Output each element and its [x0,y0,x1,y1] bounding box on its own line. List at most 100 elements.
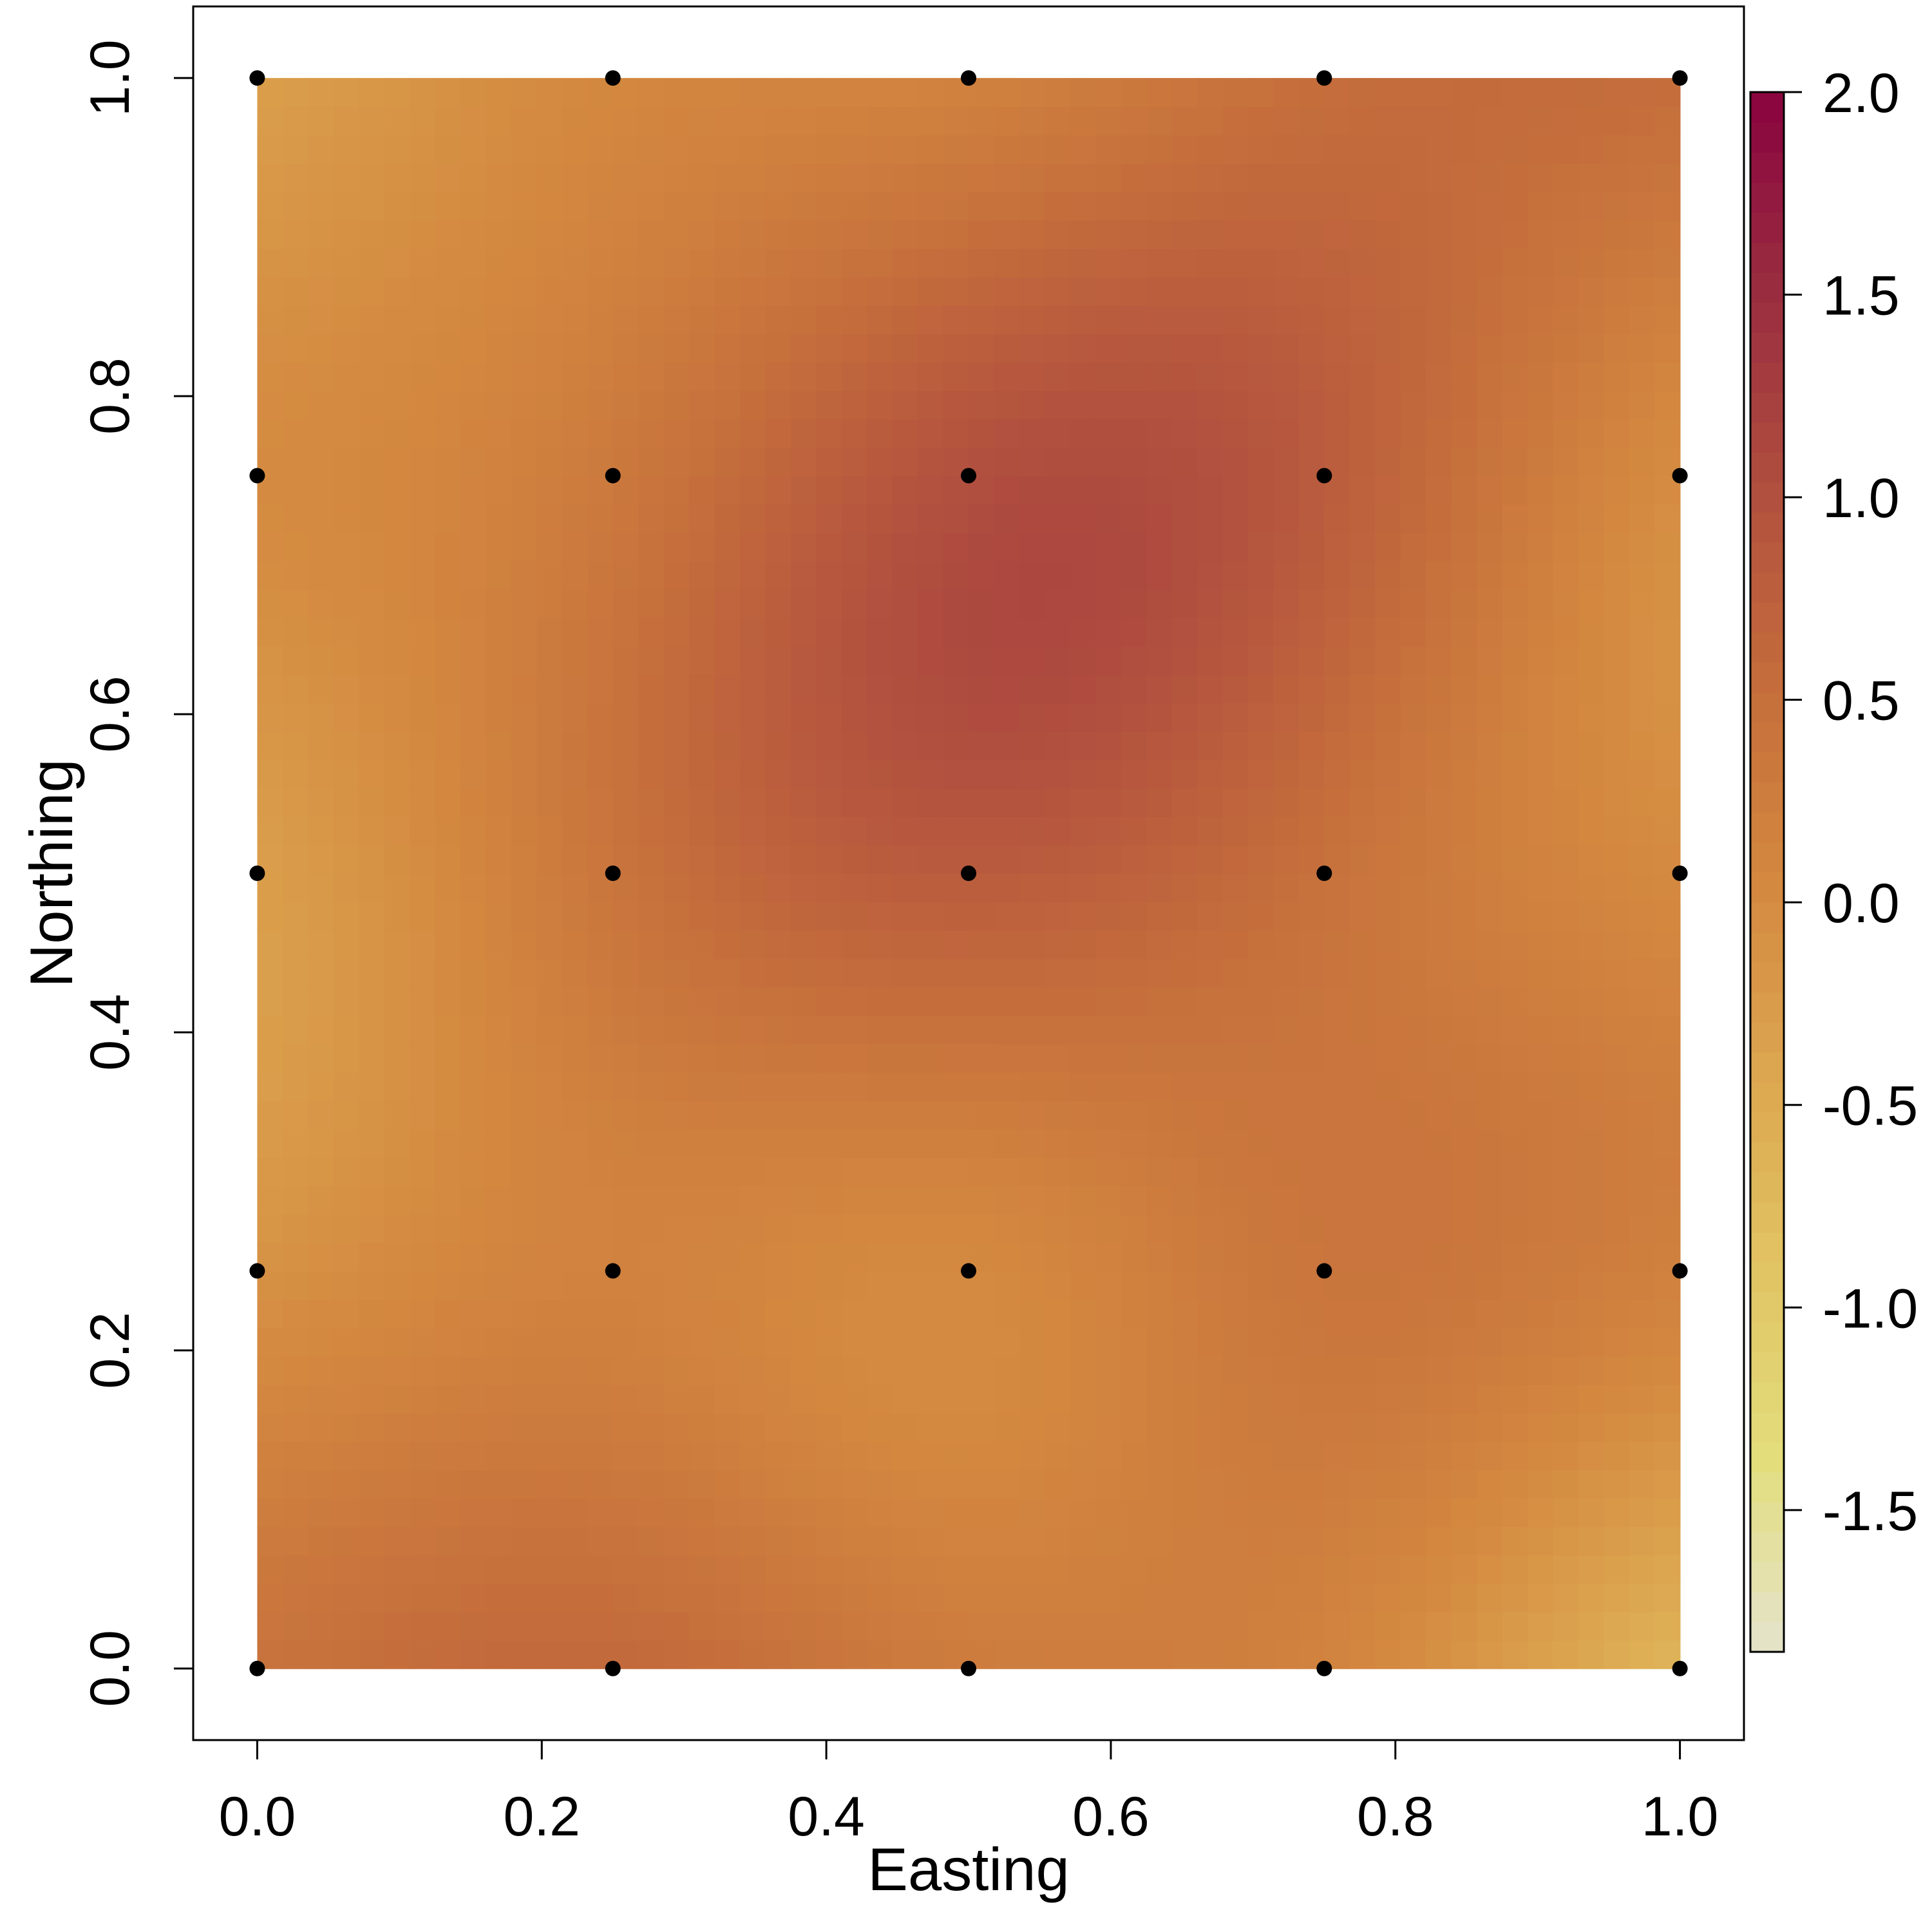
heatmap-cell [841,1555,868,1584]
heatmap-cell [918,305,944,334]
heatmap-cell [1629,163,1656,193]
heatmap-cell [892,1186,918,1215]
heatmap-cell [282,873,309,902]
heatmap-cell [587,674,614,704]
heatmap-cell [410,674,436,704]
heatmap-cell [892,987,918,1016]
heatmap-cell [536,1043,563,1073]
heatmap-cell [562,1555,589,1584]
heatmap-cell [410,1327,436,1357]
colorbar-swatch [1750,1562,1784,1593]
heatmap-cell [1426,248,1452,278]
heatmap-cell [1654,731,1681,761]
heatmap-cell [1146,276,1173,306]
colorbar-swatch [1750,1352,1784,1383]
heatmap-cell [689,1214,715,1244]
heatmap-cell [1146,220,1173,249]
heatmap-cell [1171,759,1198,789]
heatmap-cell [587,987,614,1016]
heatmap-cell [536,1214,563,1244]
colorbar-swatch [1750,1321,1784,1353]
heatmap-cell [460,191,487,221]
heatmap-cell [1045,646,1071,676]
heatmap-cell [816,1611,842,1641]
heatmap-cell [1654,362,1681,392]
heatmap-cell [1654,135,1681,164]
heatmap-cell [1527,958,1554,988]
heatmap-cell [1654,788,1681,817]
heatmap-cell [257,930,283,960]
heatmap-cell [841,618,868,647]
heatmap-cell [333,731,360,761]
heatmap-cell [867,447,893,477]
colorbar-swatch [1750,332,1784,363]
heatmap-cell [1146,1327,1173,1357]
heatmap-cell [1426,788,1452,817]
heatmap-cell [841,1299,868,1329]
heatmap-cell [765,1327,791,1357]
x-tick-label: 1.0 [1642,1786,1719,1848]
heatmap-cell [994,788,1020,817]
heatmap-cell [1070,1611,1097,1641]
heatmap-cell [1654,1327,1681,1357]
heatmap-cell [257,1157,283,1187]
colorbar-swatch [1750,212,1784,243]
colorbar-swatch [1750,811,1784,843]
heatmap-cell [384,447,411,477]
heatmap-cell [308,191,334,221]
heatmap-cell [1502,447,1528,477]
heatmap-cell [384,1356,411,1385]
heatmap-cell [969,276,995,306]
heatmap-cell [790,674,817,704]
heatmap-cell [1527,589,1554,618]
heatmap-cell [1095,1186,1122,1215]
heatmap-cell [739,1100,766,1130]
heatmap-cell [486,1441,512,1471]
heatmap-cell [384,475,411,505]
heatmap-cell [1604,1412,1630,1442]
heatmap-cell [1222,163,1249,193]
heatmap-cell [410,305,436,334]
heatmap-cell [1654,276,1681,306]
heatmap-cell [1426,1186,1452,1215]
heatmap-cell [841,276,868,306]
heatmap-cell [1604,305,1630,334]
heatmap-cell [1502,1299,1528,1329]
heatmap-cell [1324,1384,1350,1414]
sample-point [1316,468,1332,484]
colorbar-swatch [1750,182,1784,213]
heatmap-cell [1400,987,1426,1016]
heatmap-cell [435,618,461,647]
heatmap-cell [1502,220,1528,249]
heatmap-cell [1400,1356,1426,1385]
heatmap-cell [1654,674,1681,704]
heatmap-cell [333,532,360,562]
heatmap-cell [1298,390,1325,420]
heatmap-cell [511,1100,538,1130]
heatmap-cell [1654,1470,1681,1499]
heatmap-cell [333,1640,360,1669]
heatmap-cell [460,844,487,874]
heatmap-cell [790,1100,817,1130]
heatmap-cell [739,1555,766,1584]
heatmap-cell [1654,703,1681,732]
heatmap-cell [1604,334,1630,363]
heatmap-cell [918,220,944,249]
heatmap-cell [1375,1555,1401,1584]
heatmap-cell [1451,1441,1477,1471]
heatmap-cell [1146,987,1173,1016]
heatmap-cell [790,1186,817,1215]
heatmap-cell [435,1611,461,1641]
heatmap-cell [1349,816,1376,846]
heatmap-cell [638,1327,665,1357]
heatmap-cell [511,1611,538,1641]
heatmap-cell [1197,1072,1224,1101]
heatmap-cell [1426,902,1452,931]
heatmap-cell [1121,1611,1148,1641]
heatmap-cell [969,1299,995,1329]
heatmap-cell [511,248,538,278]
heatmap-cell [435,475,461,505]
heatmap-cell [1502,902,1528,931]
heatmap-cell [1273,618,1300,647]
heatmap-cell [1019,191,1046,221]
